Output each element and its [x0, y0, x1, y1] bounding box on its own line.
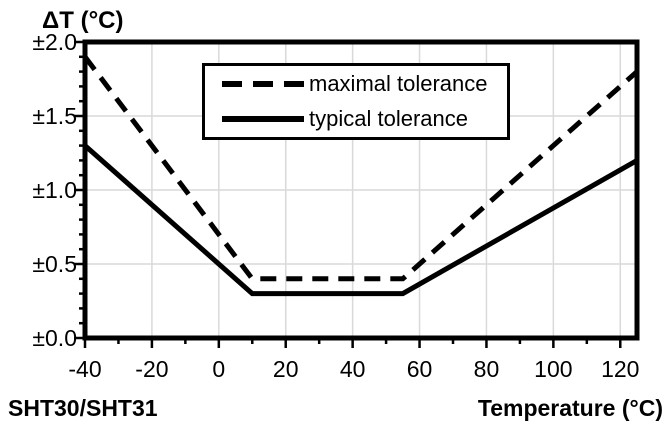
x-tick-label: -20	[135, 356, 168, 382]
x-tick-label: 40	[340, 356, 366, 382]
x-tick-label: 80	[474, 356, 500, 382]
legend-item-maximal: maximal tolerance	[205, 68, 507, 101]
x-tick-label: 0	[212, 356, 225, 382]
y-tick-label: ±1.5	[32, 103, 77, 129]
solid-line-sample-icon	[222, 115, 304, 122]
y-tick-label: ±0.0	[32, 325, 77, 351]
plot-border	[82, 39, 640, 341]
sensor-model-label: SHT30/SHT31	[8, 395, 158, 421]
x-tick-label: 60	[407, 356, 433, 382]
x-tick-label: 120	[601, 356, 639, 382]
series-line-typical-tolerance	[83, 143, 639, 297]
y-tick-label: ±0.5	[32, 251, 77, 277]
legend-label-maximal: maximal tolerance	[309, 71, 488, 97]
legend-item-typical: typical tolerance	[205, 102, 507, 135]
series-line-maximal-tolerance	[83, 55, 639, 282]
x-tick-label: 100	[534, 356, 572, 382]
y-tick-label: ±1.0	[32, 177, 77, 203]
x-tick-label: -40	[68, 356, 101, 382]
y-axis-title: ΔT (°C)	[42, 7, 124, 34]
legend: maximal tolerance typical tolerance	[202, 63, 510, 140]
dashed-line-sample-icon	[222, 81, 304, 88]
x-tick-label: 20	[273, 356, 299, 382]
x-axis-title: Temperature (°C)	[477, 395, 663, 421]
legend-label-typical: typical tolerance	[309, 105, 468, 131]
y-tick-label: ±2.0	[32, 29, 77, 55]
